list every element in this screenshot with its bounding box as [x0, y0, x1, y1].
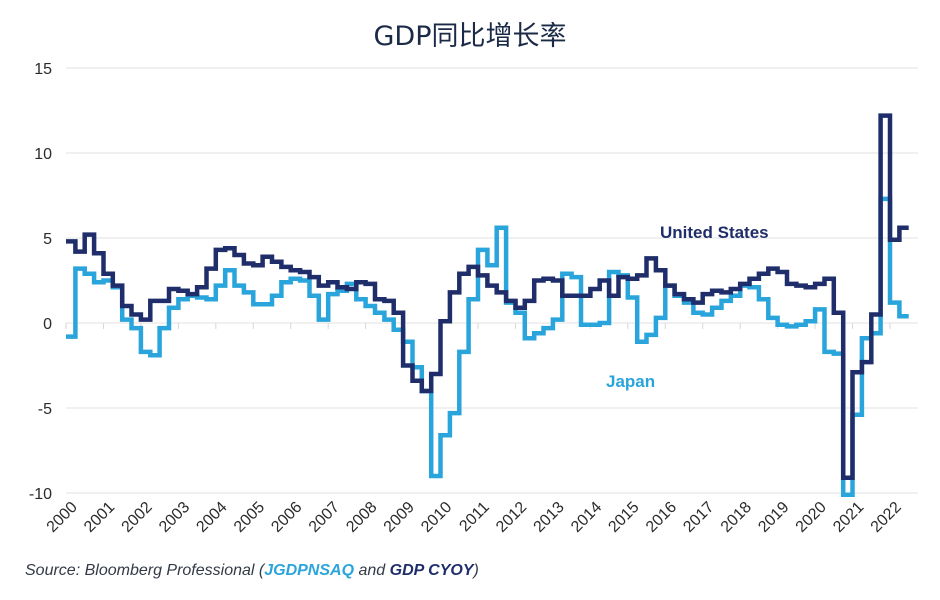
x-tick-label: 2013: [531, 499, 568, 536]
x-tick-label: 2017: [680, 499, 717, 536]
x-tick-label: 2003: [156, 499, 193, 536]
grid: [66, 67, 918, 494]
us-ticker: GDP CYOY: [389, 562, 474, 579]
x-tick-label: 2001: [81, 499, 118, 536]
series-layer: [66, 113, 909, 497]
x-tick-label: 2010: [418, 499, 455, 536]
series-label-united-states: United States: [660, 223, 769, 242]
series-line-japan: [66, 196, 909, 497]
x-tick-label: 2006: [268, 499, 305, 536]
x-tick-label: 2021: [830, 499, 867, 536]
x-tick-label: 2002: [119, 499, 156, 536]
x-tick-label: 2009: [381, 499, 418, 536]
source-note: Source: Bloomberg Professional (JGDPNSAQ…: [25, 562, 479, 580]
japan-ticker: JGDPNSAQ: [264, 562, 355, 579]
x-tick-label: 2014: [568, 499, 605, 536]
x-tick-label: 2008: [343, 499, 380, 536]
y-tick-label: 5: [43, 231, 52, 248]
x-tick-label: 2000: [44, 499, 81, 536]
y-tick-label: 10: [34, 146, 52, 163]
y-tick-label: -5: [38, 401, 52, 418]
x-tick-label: 2007: [306, 499, 343, 536]
x-tick-label: 2012: [493, 499, 530, 536]
y-tick-label: -10: [29, 486, 52, 503]
source-suffix: ): [473, 562, 479, 579]
y-axis: 15 10 5 0 -5 -10: [29, 61, 52, 503]
x-tick-label: 2015: [605, 499, 642, 536]
series-label-japan: Japan: [606, 372, 655, 391]
source-prefix: Source: Bloomberg Professional (: [25, 562, 265, 579]
x-tick-label: 2011: [456, 499, 492, 535]
source-conjunction: and: [354, 562, 390, 579]
x-tick-label: 2022: [868, 499, 905, 536]
y-tick-label: 15: [34, 61, 52, 78]
x-tick-label: 2019: [755, 499, 792, 536]
x-tick-label: 2004: [193, 499, 230, 536]
y-tick-label: 0: [43, 316, 52, 333]
chart-title: GDP同比增长率: [373, 21, 567, 52]
series-line-united-states: [66, 113, 909, 480]
x-tick-label: 2020: [793, 499, 830, 536]
x-tick-label: 2018: [718, 499, 755, 536]
series-labels: Japan United States: [606, 223, 769, 391]
x-tick-label: 2005: [231, 499, 268, 536]
x-tick-label: 2016: [643, 499, 680, 536]
x-axis: 2000 2001 2002 2003 2004 2005 2006 2007 2008 2009…: [44, 323, 905, 536]
